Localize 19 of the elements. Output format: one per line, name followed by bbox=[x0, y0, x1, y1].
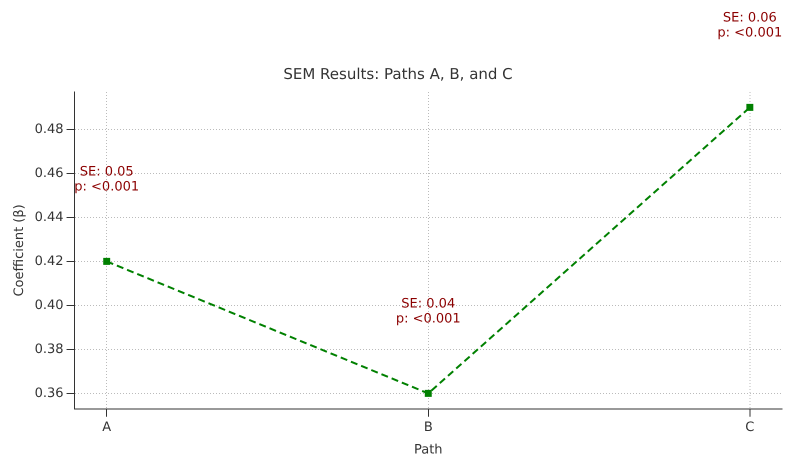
chart-title: SEM Results: Paths A, B, and C bbox=[283, 64, 513, 83]
y-tick-label: 0.40 bbox=[34, 298, 64, 313]
y-tick-label: 0.36 bbox=[34, 386, 64, 401]
text: SE: 0.06 p: <0.001 bbox=[717, 10, 782, 40]
y-tick-label: 0.48 bbox=[34, 122, 64, 137]
y-tick-label: 0.44 bbox=[34, 210, 64, 225]
point bbox=[103, 258, 110, 265]
annotation: SE: 0.05 p: <0.001 bbox=[74, 164, 140, 194]
x-tick-label: B bbox=[424, 420, 433, 435]
x-axis-title: Path bbox=[414, 442, 443, 458]
annotation: SE: 0.04 p: <0.001 bbox=[396, 296, 461, 326]
y-tick-label: 0.38 bbox=[34, 342, 64, 357]
y-tick-label: 0.46 bbox=[34, 166, 64, 181]
y-axis-title: Coefficient (β) bbox=[12, 204, 28, 297]
y-tick-label: 0.42 bbox=[34, 254, 64, 269]
x-tick-label: C bbox=[745, 420, 754, 435]
point bbox=[746, 104, 754, 111]
x-tick-label: A bbox=[102, 420, 112, 435]
point bbox=[424, 390, 432, 397]
